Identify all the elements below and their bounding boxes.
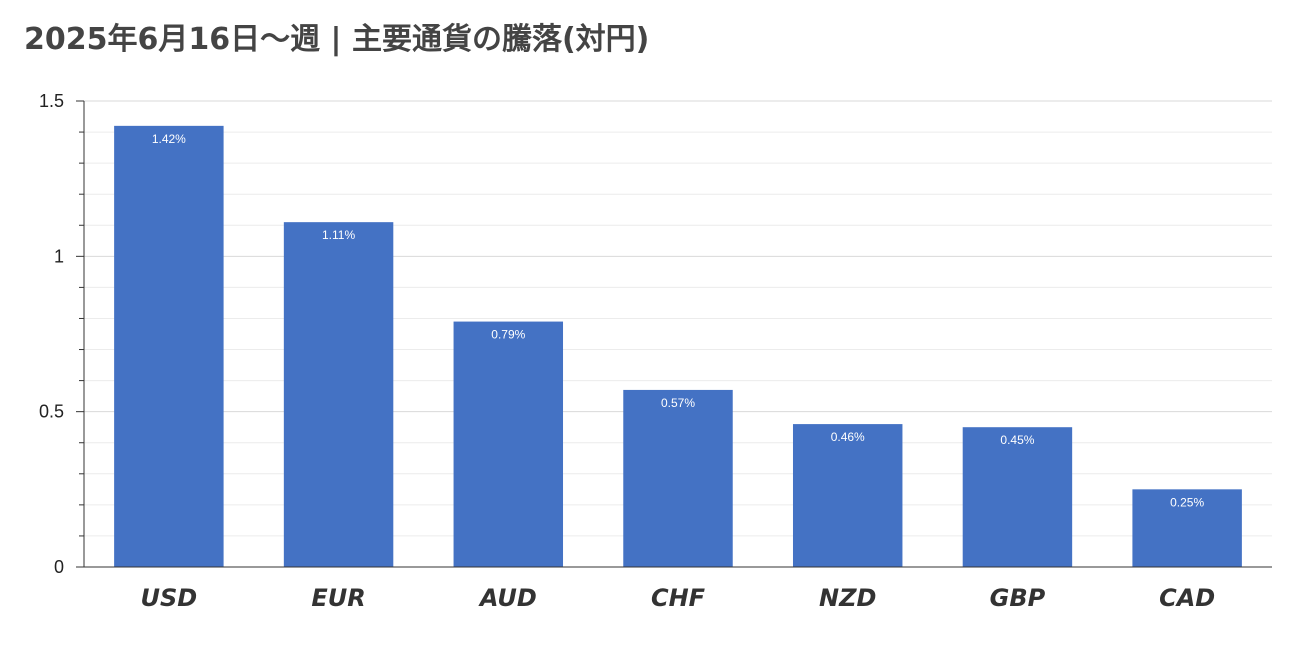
y-tick-label: 0 [54,557,64,577]
data-label-cad: 0.25% [1170,495,1204,509]
data-label-usd: 1.42% [152,132,186,146]
bar-eur [283,222,394,567]
y-tick-label: 0.5 [39,402,64,422]
x-tick-label: EUR [311,584,365,612]
data-labels: 1.42% 1.11% 0.79% 0.57% 0.46% 0.45% 0.25% [152,132,1205,509]
grid-lines [84,100,1272,537]
axes: 0 0.5 1 1.5 USD EUR AUD CHF NZD GBP CAD [39,91,1272,612]
data-label-nzd: 0.46% [831,430,865,444]
data-label-chf: 0.57% [661,396,695,410]
chart-title: 2025年6月16日～週 | 主要通貨の騰落(対円) [24,22,650,57]
x-tick-label: CAD [1159,584,1215,612]
data-label-aud: 0.79% [491,328,525,342]
bar-nzd [792,424,903,567]
bar-chf [623,389,733,567]
data-label-eur: 1.11% [322,228,355,242]
x-tick-label: AUD [478,584,537,612]
bar-gbp [962,427,1073,567]
bar-aud [453,321,564,567]
data-label-gbp: 0.45% [1000,433,1034,447]
y-tick-label: 1 [54,246,64,266]
x-tick-label: USD [141,584,198,612]
x-tick-label: GBP [990,584,1046,612]
bar-cad [1132,489,1242,567]
x-tick-label: CHF [651,584,706,612]
x-tick-label: NZD [819,584,876,612]
y-tick-label: 1.5 [39,91,64,111]
bars [114,125,1242,567]
bar-usd [114,125,224,567]
